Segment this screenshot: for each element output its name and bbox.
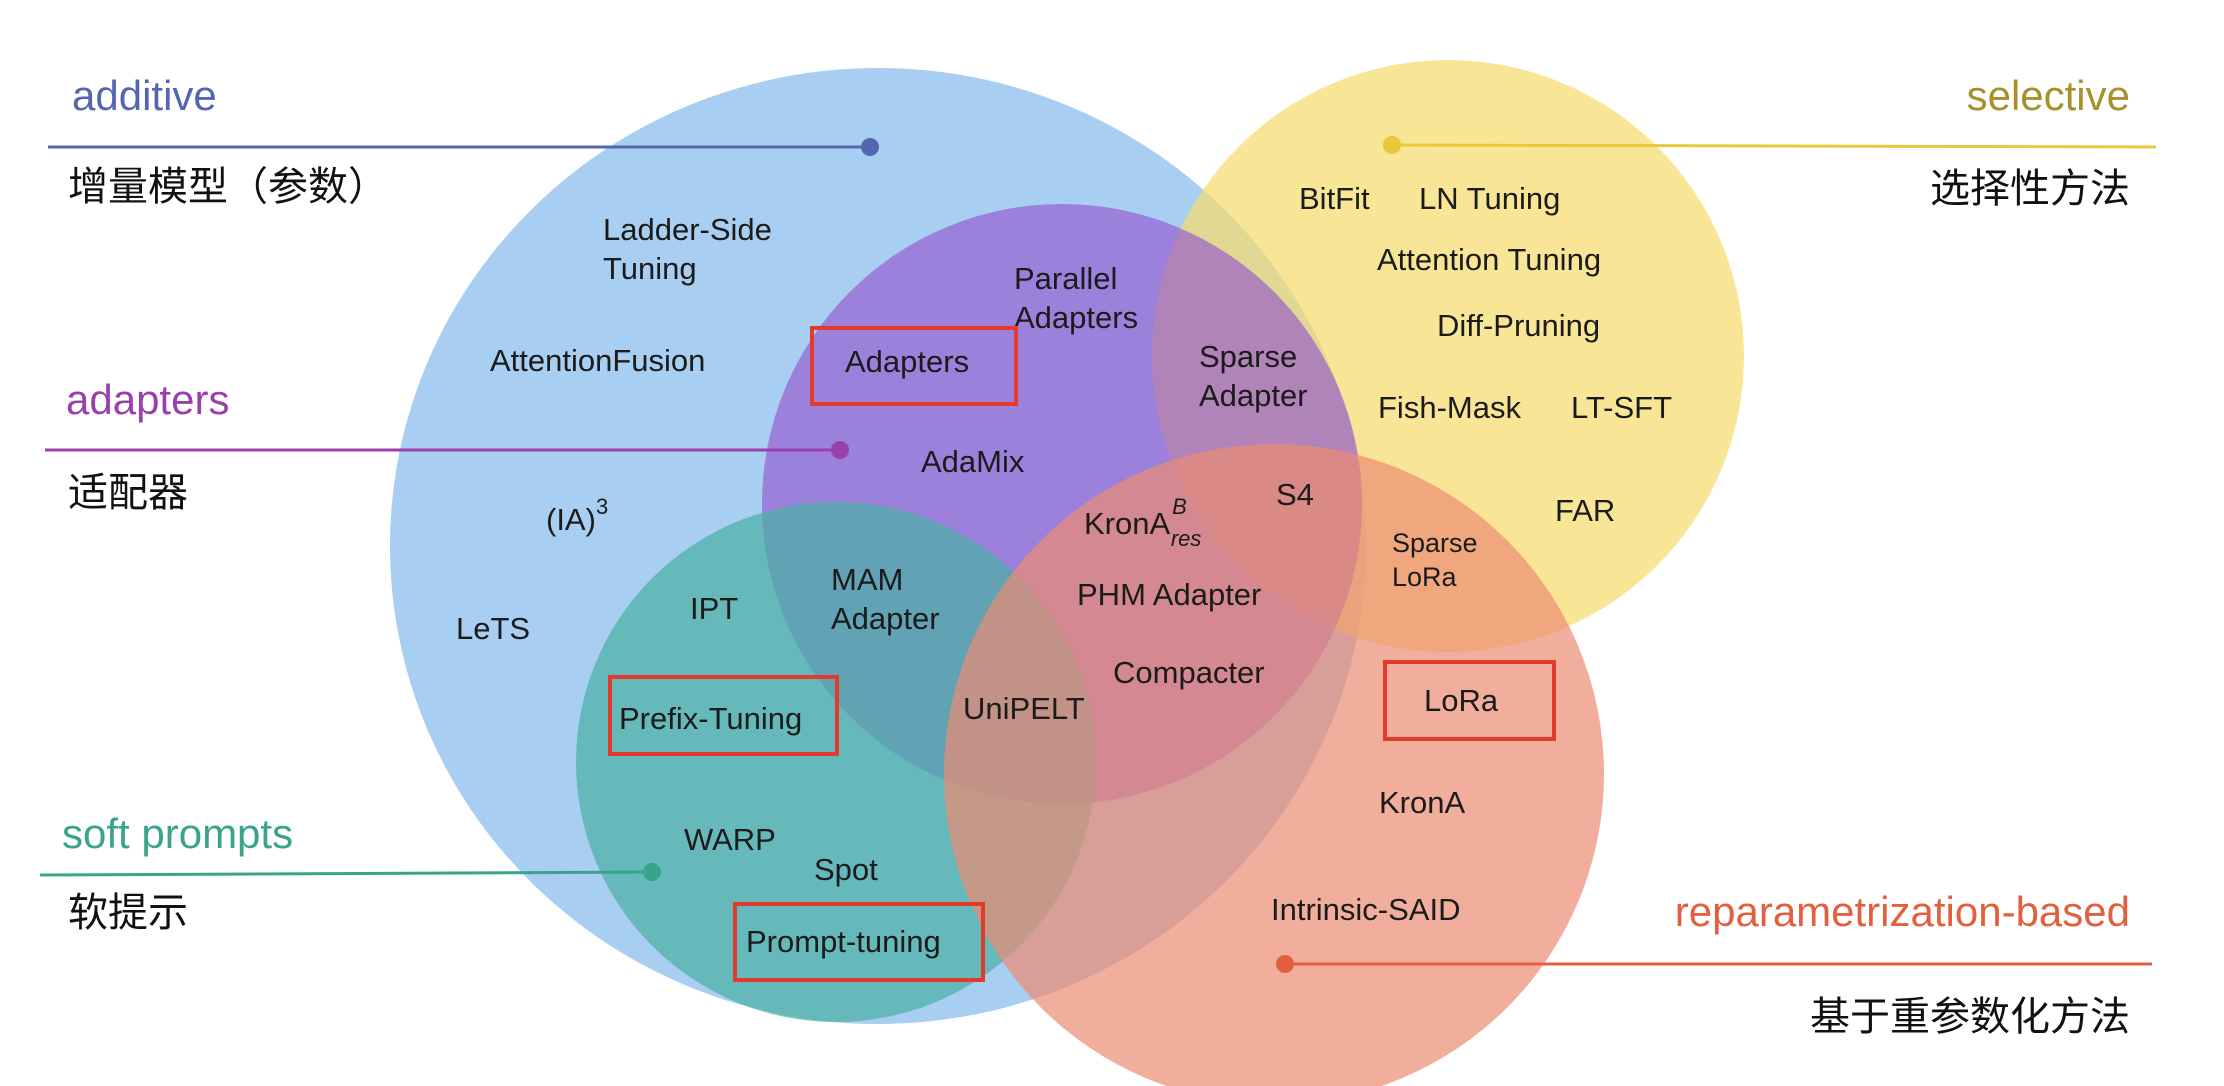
highlight-box-prompt-tuning [733, 902, 985, 982]
highlight-box-prefix-tuning [608, 675, 839, 756]
additive-leader-dot [861, 138, 879, 156]
method-ladder-side-tuning-line-2: Tuning [603, 251, 697, 286]
method-krona: KronA [1379, 785, 1465, 820]
highlight-box-lora [1383, 660, 1556, 741]
soft-prompt-methods: IPT Prefix-Tuning WARP Spot Prompt-tunin… [619, 591, 941, 959]
highlight-box-adapters [810, 326, 1018, 406]
adapters-label-zh: 适配器 [68, 470, 188, 516]
method-compacter: Compacter [1113, 655, 1265, 690]
reparametrization-circle [944, 444, 1604, 1086]
method-parallel-adapters-line-2: Adapters [1014, 300, 1138, 335]
adapters-label: adapters [66, 376, 229, 423]
method-mam-adapter-line-1: MAM [831, 562, 903, 597]
method-attention-fusion: AttentionFusion [490, 343, 705, 378]
reparametrization-leader-dot [1276, 955, 1294, 973]
method-prefix-tuning: Prefix-Tuning [619, 701, 802, 736]
soft-prompts-leader-line [39, 870, 653, 877]
method-krona-res-base: KronA [1084, 506, 1170, 541]
leader-lines [39, 136, 2157, 973]
soft-prompts-leader-dot [643, 863, 661, 881]
method-s4: S4 [1276, 477, 1314, 512]
method-lets: LeTS [456, 611, 530, 646]
method-adapters: Adapters [845, 344, 969, 379]
soft-prompts-label: soft prompts [62, 810, 293, 857]
method-krona-res-superscript: B [1172, 494, 1187, 519]
reparametrization-label-zh: 基于重参数化方法 [1810, 994, 2130, 1040]
method-attention-tuning: Attention Tuning [1377, 242, 1601, 277]
method-ipt: IPT [690, 591, 738, 626]
method-parallel-adapters-line-1: Parallel [1014, 261, 1117, 296]
method-ladder-side-tuning-line-1: Ladder-Side [603, 212, 772, 247]
additive-label-zh: 增量模型（参数） [68, 164, 388, 210]
method-spot: Spot [814, 852, 878, 887]
method-sparse-adapter: Sparse Adapter [1199, 339, 1308, 413]
method-warp: WARP [684, 822, 776, 857]
method-ladder-side-tuning: Ladder-Side Tuning [603, 212, 781, 286]
method-sparse-lora-line-2: LoRa [1392, 562, 1458, 592]
reparametrization-methods: Sparse LoRa LoRa KronA Intrinsic-SAID [1271, 528, 1499, 927]
venn-circles [390, 60, 1744, 1086]
method-ln-tuning: LN Tuning [1419, 181, 1560, 216]
method-sparse-adapter-line-1: Sparse [1199, 339, 1297, 374]
additive-methods: Ladder-Side Tuning AttentionFusion (IA)3… [456, 212, 781, 646]
reparametrization-label: reparametrization-based [1675, 888, 2130, 935]
method-far: FAR [1555, 493, 1615, 528]
adapters-leader-dot [831, 441, 849, 459]
method-prompt-tuning: Prompt-tuning [746, 924, 941, 959]
method-ia3: (IA)3 [546, 494, 608, 537]
method-mam-adapter: MAM Adapter [831, 562, 940, 636]
method-lt-sft: LT-SFT [1571, 390, 1672, 425]
selective-label: selective [1967, 72, 2130, 119]
method-ia3-superscript: 3 [596, 494, 608, 519]
method-phm-adapter: PHM Adapter [1077, 577, 1261, 612]
method-adamix: AdaMix [921, 444, 1025, 479]
selective-leader-line [1391, 143, 2157, 149]
method-mam-adapter-line-2: Adapter [831, 601, 940, 636]
method-ia3-base: (IA) [546, 502, 596, 537]
method-intrinsic-said: Intrinsic-SAID [1271, 892, 1460, 927]
selective-methods: BitFit LN Tuning Attention Tuning Diff-P… [1299, 181, 1672, 528]
method-krona-res: KronAB res [1084, 494, 1201, 551]
method-diff-pruning: Diff-Pruning [1437, 308, 1600, 343]
adapter-methods: Parallel Adapters Adapters AdaMix MAM Ad… [831, 261, 1314, 726]
method-parallel-adapters: Parallel Adapters [1014, 261, 1138, 335]
method-unipelt: UniPELT [963, 691, 1085, 726]
method-krona-res-subscript: res [1171, 526, 1202, 551]
selective-leader-dot [1383, 136, 1401, 154]
method-bitfit: BitFit [1299, 181, 1370, 216]
soft-prompts-label-zh: 软提示 [68, 890, 188, 936]
method-sparse-lora: Sparse LoRa [1392, 528, 1485, 592]
method-sparse-adapter-line-2: Adapter [1199, 378, 1308, 413]
highlight-boxes [608, 326, 1556, 982]
selective-label-zh: 选择性方法 [1930, 166, 2130, 212]
method-sparse-lora-line-1: Sparse [1392, 528, 1478, 558]
category-labels: additive 增量模型（参数） adapters 适配器 soft prom… [62, 72, 2130, 1040]
method-lora: LoRa [1424, 683, 1499, 718]
method-fish-mask: Fish-Mask [1378, 390, 1521, 425]
additive-label: additive [72, 72, 217, 119]
